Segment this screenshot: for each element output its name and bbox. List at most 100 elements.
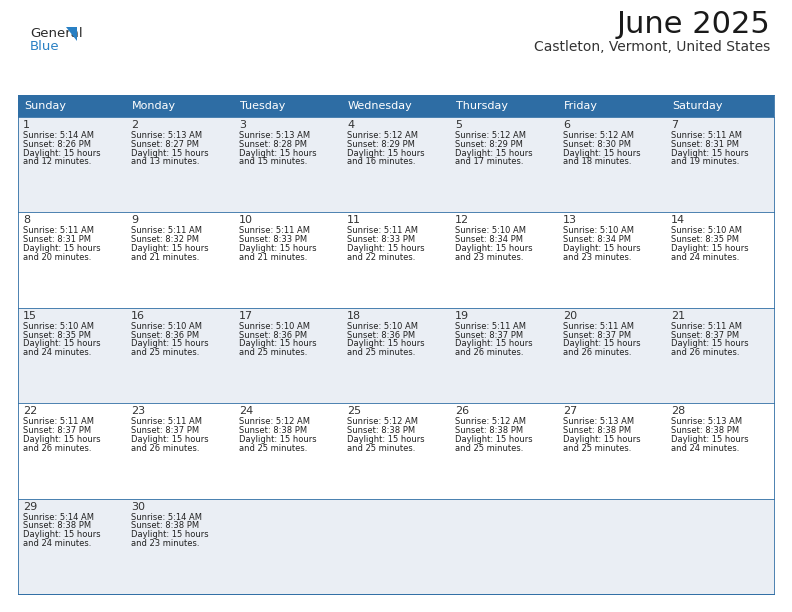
Bar	[450, 499, 558, 594]
Text: Sunrise: 5:11 AM: Sunrise: 5:11 AM	[131, 226, 202, 236]
Bar	[666, 308, 774, 403]
Text: Daylight: 15 hours: Daylight: 15 hours	[347, 435, 425, 444]
Text: June 2025: June 2025	[616, 10, 770, 39]
Text: 6: 6	[563, 120, 570, 130]
Text: Sunrise: 5:14 AM: Sunrise: 5:14 AM	[23, 131, 94, 140]
Text: Sunset: 8:33 PM: Sunset: 8:33 PM	[239, 235, 307, 244]
Text: and 26 minutes.: and 26 minutes.	[671, 348, 740, 357]
Bar	[342, 212, 450, 308]
Bar	[18, 212, 126, 308]
Text: and 24 minutes.: and 24 minutes.	[23, 539, 91, 548]
Bar	[666, 212, 774, 308]
Text: and 19 minutes.: and 19 minutes.	[671, 157, 740, 166]
Text: Daylight: 15 hours: Daylight: 15 hours	[239, 244, 317, 253]
Text: Daylight: 15 hours: Daylight: 15 hours	[671, 244, 748, 253]
Text: Sunset: 8:29 PM: Sunset: 8:29 PM	[455, 140, 523, 149]
Text: 10: 10	[239, 215, 253, 225]
Bar	[666, 95, 774, 117]
Text: Sunset: 8:29 PM: Sunset: 8:29 PM	[347, 140, 415, 149]
Text: Sunrise: 5:12 AM: Sunrise: 5:12 AM	[347, 131, 418, 140]
Text: and 25 minutes.: and 25 minutes.	[239, 348, 307, 357]
Text: Sunrise: 5:10 AM: Sunrise: 5:10 AM	[239, 322, 310, 331]
Text: and 17 minutes.: and 17 minutes.	[455, 157, 524, 166]
Text: Sunrise: 5:13 AM: Sunrise: 5:13 AM	[131, 131, 202, 140]
Text: 4: 4	[347, 120, 354, 130]
Text: Sunset: 8:30 PM: Sunset: 8:30 PM	[563, 140, 631, 149]
Text: 29: 29	[23, 502, 37, 512]
Bar	[342, 499, 450, 594]
Bar	[450, 212, 558, 308]
Text: Sunset: 8:31 PM: Sunset: 8:31 PM	[671, 140, 739, 149]
Text: and 23 minutes.: and 23 minutes.	[131, 539, 200, 548]
Text: Sunrise: 5:11 AM: Sunrise: 5:11 AM	[347, 226, 418, 236]
Text: 16: 16	[131, 311, 145, 321]
Text: Sunrise: 5:14 AM: Sunrise: 5:14 AM	[131, 513, 202, 521]
Bar	[18, 308, 126, 403]
Text: Sunset: 8:38 PM: Sunset: 8:38 PM	[23, 521, 91, 531]
Text: Sunset: 8:38 PM: Sunset: 8:38 PM	[239, 426, 307, 435]
Text: Daylight: 15 hours: Daylight: 15 hours	[671, 340, 748, 348]
Text: 5: 5	[455, 120, 462, 130]
Bar	[18, 403, 126, 499]
Text: Sunrise: 5:10 AM: Sunrise: 5:10 AM	[455, 226, 526, 236]
Text: Daylight: 15 hours: Daylight: 15 hours	[563, 340, 641, 348]
Text: and 26 minutes.: and 26 minutes.	[563, 348, 631, 357]
Text: Monday: Monday	[132, 101, 176, 111]
Text: 15: 15	[23, 311, 37, 321]
Text: Daylight: 15 hours: Daylight: 15 hours	[455, 244, 533, 253]
Bar	[558, 95, 666, 117]
Text: Daylight: 15 hours: Daylight: 15 hours	[239, 435, 317, 444]
Text: Sunrise: 5:14 AM: Sunrise: 5:14 AM	[23, 513, 94, 521]
Text: and 18 minutes.: and 18 minutes.	[563, 157, 631, 166]
Text: Daylight: 15 hours: Daylight: 15 hours	[347, 149, 425, 158]
Text: Sunday: Sunday	[24, 101, 66, 111]
Bar	[666, 403, 774, 499]
Text: Daylight: 15 hours: Daylight: 15 hours	[131, 244, 208, 253]
Bar	[342, 95, 450, 117]
Text: Sunrise: 5:11 AM: Sunrise: 5:11 AM	[671, 131, 742, 140]
Text: and 25 minutes.: and 25 minutes.	[239, 444, 307, 453]
Text: Sunset: 8:34 PM: Sunset: 8:34 PM	[563, 235, 631, 244]
Bar	[126, 212, 234, 308]
Text: 17: 17	[239, 311, 253, 321]
Text: Sunset: 8:35 PM: Sunset: 8:35 PM	[23, 330, 91, 340]
Text: Sunrise: 5:13 AM: Sunrise: 5:13 AM	[671, 417, 742, 426]
Text: Sunset: 8:28 PM: Sunset: 8:28 PM	[239, 140, 307, 149]
Bar	[558, 499, 666, 594]
Text: Sunrise: 5:11 AM: Sunrise: 5:11 AM	[671, 322, 742, 331]
Text: Sunrise: 5:11 AM: Sunrise: 5:11 AM	[239, 226, 310, 236]
Bar	[342, 403, 450, 499]
Text: Sunrise: 5:12 AM: Sunrise: 5:12 AM	[347, 417, 418, 426]
Text: Sunrise: 5:11 AM: Sunrise: 5:11 AM	[563, 322, 634, 331]
Bar	[558, 212, 666, 308]
Text: and 16 minutes.: and 16 minutes.	[347, 157, 416, 166]
Text: Daylight: 15 hours: Daylight: 15 hours	[23, 244, 101, 253]
Text: Daylight: 15 hours: Daylight: 15 hours	[455, 340, 533, 348]
Text: Sunset: 8:37 PM: Sunset: 8:37 PM	[455, 330, 524, 340]
Bar	[126, 117, 234, 212]
Text: 18: 18	[347, 311, 361, 321]
Text: 25: 25	[347, 406, 361, 416]
Text: 2: 2	[131, 120, 138, 130]
Text: and 24 minutes.: and 24 minutes.	[671, 444, 740, 453]
Text: and 20 minutes.: and 20 minutes.	[23, 253, 91, 262]
Bar	[558, 117, 666, 212]
Text: Daylight: 15 hours: Daylight: 15 hours	[239, 340, 317, 348]
Text: and 25 minutes.: and 25 minutes.	[347, 444, 415, 453]
Text: 7: 7	[671, 120, 678, 130]
Text: Thursday: Thursday	[456, 101, 508, 111]
Text: Daylight: 15 hours: Daylight: 15 hours	[671, 149, 748, 158]
Text: Saturday: Saturday	[672, 101, 722, 111]
Text: and 23 minutes.: and 23 minutes.	[563, 253, 631, 262]
Text: Daylight: 15 hours: Daylight: 15 hours	[131, 530, 208, 539]
Text: Daylight: 15 hours: Daylight: 15 hours	[23, 340, 101, 348]
Text: General: General	[30, 27, 82, 40]
Bar	[558, 308, 666, 403]
Text: Daylight: 15 hours: Daylight: 15 hours	[239, 149, 317, 158]
Text: Sunrise: 5:11 AM: Sunrise: 5:11 AM	[23, 226, 94, 236]
Bar	[234, 403, 342, 499]
Bar	[450, 403, 558, 499]
Text: and 26 minutes.: and 26 minutes.	[23, 444, 92, 453]
Text: Sunrise: 5:13 AM: Sunrise: 5:13 AM	[563, 417, 634, 426]
Bar	[126, 403, 234, 499]
